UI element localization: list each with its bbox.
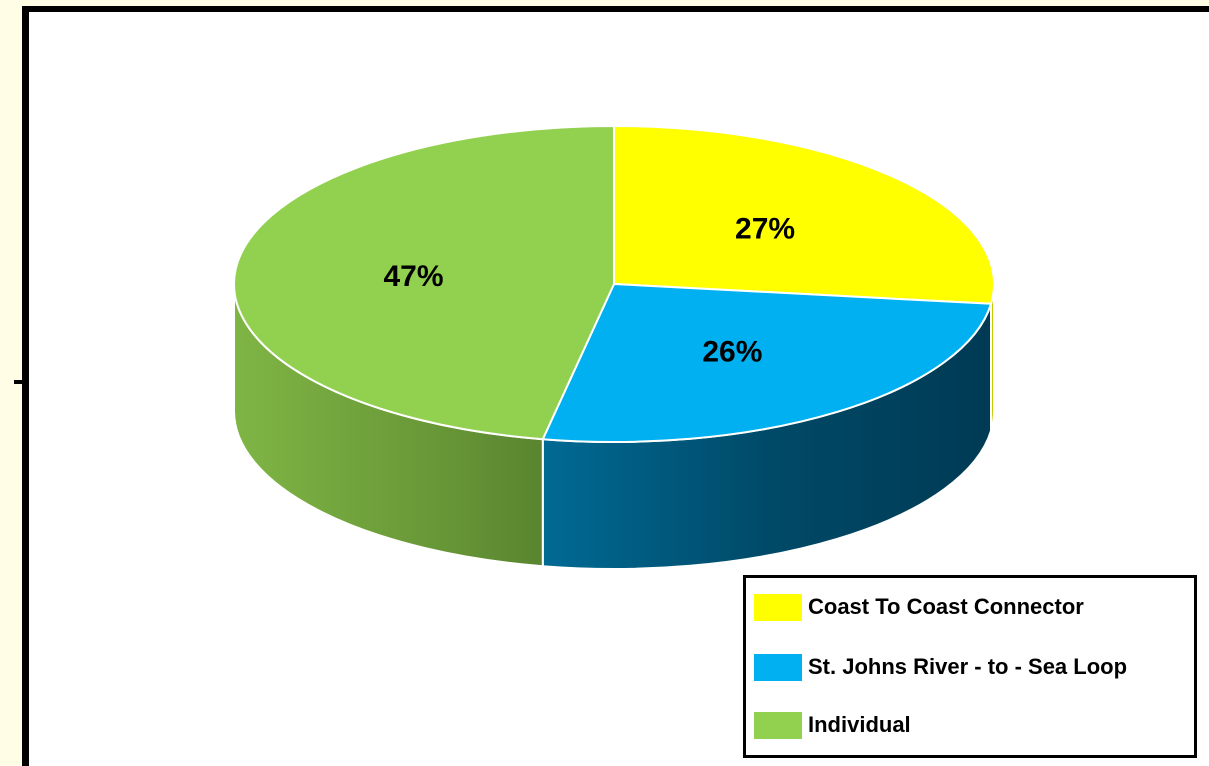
legend-swatch-yellow bbox=[754, 593, 802, 621]
pie-slices bbox=[233, 124, 995, 443]
legend-item-individual: Individual bbox=[754, 710, 911, 740]
slice-label-coast-to-coast: 27% bbox=[735, 213, 795, 246]
frame-tick-mark bbox=[14, 380, 22, 384]
legend-swatch-green bbox=[754, 711, 802, 739]
pie-slice-st-johns bbox=[541, 282, 993, 443]
slice-label-st-johns: 26% bbox=[702, 336, 762, 369]
pie-slice-coast-to-coast bbox=[613, 124, 995, 305]
pie-value-labels: 27% 26% 47% bbox=[383, 213, 795, 369]
legend-label-st-johns: St. Johns River - to - Sea Loop bbox=[808, 654, 1128, 679]
legend-item-coast-to-coast: Coast To Coast Connector bbox=[754, 592, 1084, 622]
legend-swatch-blue bbox=[754, 653, 802, 681]
pie-slice-individual bbox=[233, 124, 615, 441]
legend-label-individual: Individual bbox=[808, 712, 911, 737]
legend-item-st-johns: St. Johns River - to - Sea Loop bbox=[754, 652, 1127, 682]
slice-label-individual: 47% bbox=[383, 260, 443, 293]
chart-legend: Coast To Coast Connector St. Johns River… bbox=[743, 575, 1197, 758]
legend-label-coast-to-coast: Coast To Coast Connector bbox=[808, 594, 1084, 619]
